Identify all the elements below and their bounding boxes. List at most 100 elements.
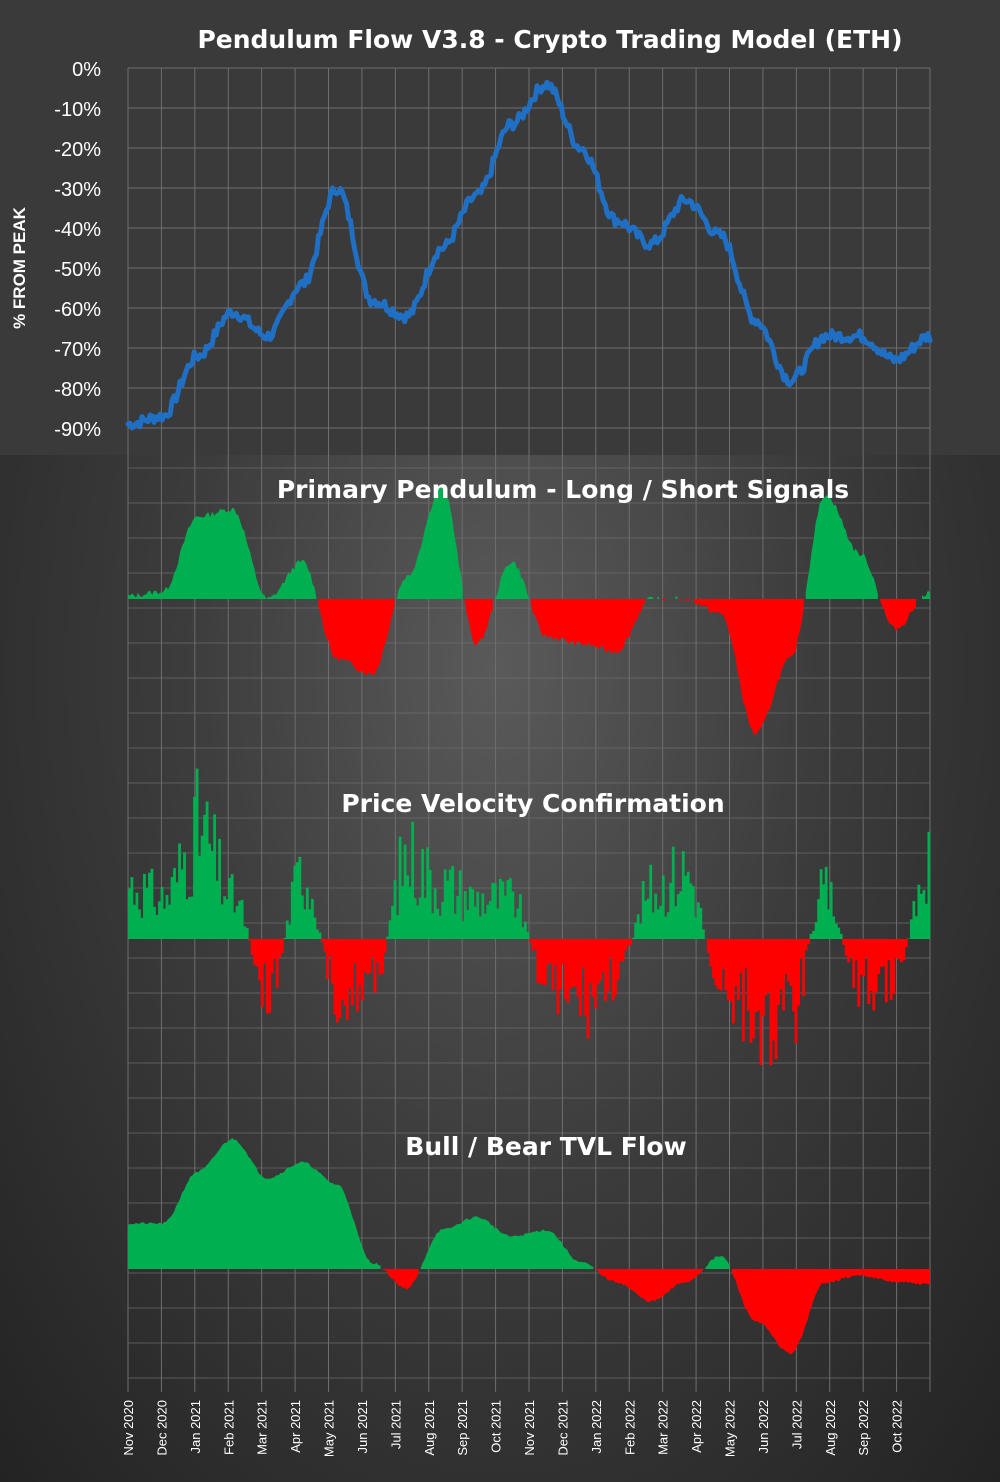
velocity-bar [188, 896, 191, 939]
price-line [125, 79, 933, 431]
positive-area [647, 596, 654, 599]
velocity-bar [556, 939, 560, 1015]
velocity-bar [285, 920, 289, 939]
velocity-bar [656, 909, 660, 939]
velocity-bar [709, 939, 713, 967]
velocity-bar [471, 889, 475, 939]
velocity-bar [343, 939, 347, 1006]
velocity-bar [884, 939, 888, 1003]
velocity-bar [624, 939, 628, 951]
velocity-bar [902, 939, 906, 961]
x-tick-label: Jan 2022 [589, 1400, 604, 1454]
velocity-bar [859, 939, 863, 976]
velocity-bar [917, 884, 921, 939]
velocity-bar [774, 939, 778, 1060]
velocity-bar [877, 939, 881, 975]
velocity-bar [804, 939, 808, 951]
velocity-bar [371, 939, 374, 958]
velocity-bar [686, 871, 690, 939]
velocity-bar [604, 939, 607, 1002]
negative-area [382, 1269, 419, 1290]
velocity-bar [300, 895, 304, 939]
velocity-bar [140, 918, 144, 939]
velocity-bar [333, 939, 337, 1015]
velocity-bar [614, 939, 618, 996]
velocity-bar [258, 939, 262, 981]
velocity-bar [283, 937, 287, 939]
price-chart-title: Pendulum Flow V3.8 - Crypto Trading Mode… [197, 25, 902, 54]
velocity-bar [701, 929, 705, 939]
velocity-bar [907, 938, 911, 939]
velocity-bar [451, 865, 455, 939]
velocity-bar [386, 936, 389, 939]
velocity-bar [413, 898, 417, 939]
velocity-bar [719, 939, 723, 991]
velocity-bar [468, 886, 472, 939]
x-tick-label: Sep 2021 [455, 1400, 470, 1456]
velocity-bar [213, 814, 217, 939]
velocity-bar [694, 917, 698, 939]
x-tick-label: Dec 2020 [154, 1400, 169, 1456]
negative-area [661, 599, 666, 601]
velocity-bar [148, 872, 151, 939]
velocity-bar [699, 908, 703, 939]
velocity-bar [218, 838, 222, 939]
velocity-bar [376, 939, 379, 963]
velocity-bar [411, 821, 415, 939]
positive-area [128, 1138, 381, 1269]
velocity-bar [854, 939, 858, 961]
velocity-bar [852, 939, 856, 988]
velocity-bar [215, 880, 219, 939]
velocity-bar [772, 939, 775, 1041]
x-tick-label: Oct 2022 [890, 1400, 905, 1453]
y-tick-label: -20% [54, 139, 101, 161]
velocity-bar [594, 939, 597, 1009]
velocity-bar [303, 909, 307, 939]
velocity-bar [904, 939, 908, 948]
negative-area [464, 599, 493, 646]
negative-area [679, 599, 682, 601]
velocity-bar [503, 895, 507, 939]
velocity-bar [446, 880, 450, 939]
velocity-bar [757, 939, 760, 1011]
velocity-bar [844, 939, 848, 956]
velocity-bar [799, 939, 803, 959]
velocity-bar [195, 768, 199, 939]
velocity-bar [659, 905, 663, 939]
negative-area [693, 599, 804, 735]
velocity-bar [358, 939, 362, 986]
velocity-bar [839, 933, 843, 939]
velocity-bar [208, 843, 212, 939]
velocity-bar [331, 939, 334, 984]
y-tick-label: 0% [72, 59, 101, 81]
y-axis-label: % FROM PEAK [10, 206, 29, 329]
x-tick-label: Jun 2021 [355, 1400, 370, 1454]
velocity-bar [263, 939, 267, 964]
velocity-bar [661, 875, 665, 939]
velocity-bar [336, 939, 339, 1023]
velocity-bar [541, 939, 545, 985]
velocity-bar [794, 939, 798, 1044]
velocity-bar [551, 939, 555, 991]
velocity-bar [160, 886, 164, 939]
velocity-bar [441, 901, 445, 939]
velocity-bar [729, 939, 733, 1002]
velocity-bar [894, 939, 898, 959]
velocity-bar [418, 897, 422, 939]
velocity-bar [323, 939, 327, 952]
velocity-bar [842, 939, 846, 945]
velocity-bar [832, 916, 836, 939]
velocity-bar [752, 939, 755, 1039]
velocity-bar [919, 893, 923, 939]
velocity-bar [295, 862, 299, 939]
velocity-bar [549, 939, 552, 963]
velocity-bar [483, 913, 487, 939]
velocity-bar [676, 894, 680, 939]
velocity-bar [611, 939, 615, 1001]
velocity-bar [310, 899, 314, 939]
positive-area [805, 494, 878, 599]
velocity-bar [341, 939, 344, 1000]
positive-area [420, 1216, 594, 1269]
velocity-bar [493, 883, 497, 939]
velocity-bar [689, 883, 693, 939]
